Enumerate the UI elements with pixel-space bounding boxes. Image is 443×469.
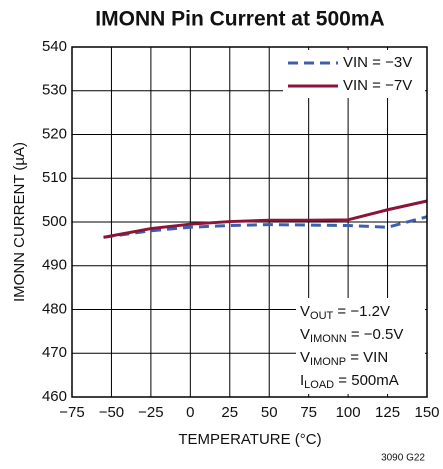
y-tick-label: 520 — [42, 125, 67, 142]
plot-frame — [71, 46, 428, 398]
footnote: 3090 G22 — [381, 453, 425, 464]
y-axis-title: IMONN CURRENT (µA) — [11, 142, 28, 302]
annotation-rest: = 500mA — [334, 372, 399, 389]
x-tick-label: 25 — [221, 404, 238, 421]
x-tick-label: 75 — [300, 404, 317, 421]
annotation-line: VIMONP = VIN — [300, 349, 388, 368]
x-tick-label: −75 — [59, 404, 84, 421]
y-tick-label: 530 — [42, 82, 67, 99]
annotation-main: V — [300, 326, 310, 343]
annotation-rest: = VIN — [346, 349, 388, 366]
x-tick-label: −25 — [138, 404, 163, 421]
annotation-line: VOUT = −1.2V — [300, 303, 390, 322]
legend-label: VIN = −7V — [343, 77, 412, 94]
series-line — [103, 215, 428, 239]
annotation-main: V — [300, 349, 310, 366]
x-tick-label: 100 — [336, 404, 361, 421]
legend-label: VIN = −3V — [343, 54, 412, 71]
annotation-sub: IMONN — [310, 333, 347, 345]
annotation-rest: = −0.5V — [347, 326, 404, 343]
annotation-main: V — [300, 303, 310, 320]
annotation-box — [296, 298, 425, 394]
y-tick-label: 470 — [42, 344, 67, 361]
y-tick-label: 480 — [42, 300, 67, 317]
y-tick-label: 510 — [42, 169, 67, 186]
x-tick-label: 50 — [261, 404, 278, 421]
x-axis-title: TEMPERATURE (°C) — [178, 431, 321, 448]
x-tick-label: 150 — [414, 404, 439, 421]
annotation-main: I — [300, 372, 304, 389]
x-tick-label: 125 — [375, 404, 400, 421]
x-tick-label: 0 — [186, 404, 194, 421]
annotation-line: ILOAD = 500mA — [300, 372, 399, 391]
annotation-sub: OUT — [310, 310, 334, 322]
annotation-rest: = −1.2V — [333, 303, 390, 320]
y-tick-label: 490 — [42, 257, 67, 274]
x-tick-label: −50 — [99, 404, 124, 421]
annotation-sub: LOAD — [304, 379, 334, 391]
chart-title: IMONN Pin Current at 500mA — [95, 8, 384, 31]
legend-box — [283, 50, 425, 98]
y-tick-label: 540 — [42, 38, 67, 55]
annotation-sub: IMONP — [310, 356, 346, 368]
annotation-line: VIMONN = −0.5V — [300, 326, 403, 345]
series-line — [103, 199, 428, 239]
y-tick-label: 460 — [42, 388, 67, 405]
y-tick-label: 500 — [42, 213, 67, 230]
